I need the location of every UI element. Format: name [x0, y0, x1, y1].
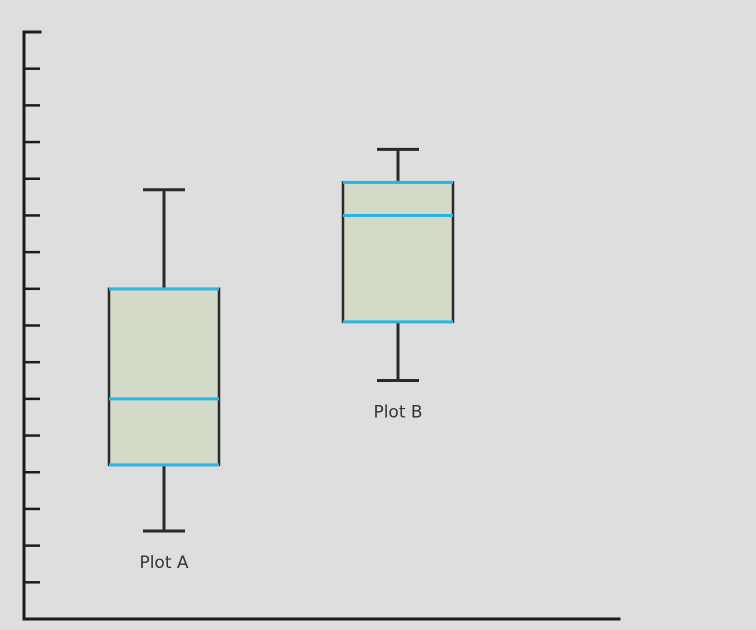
interquartile-box — [341, 181, 455, 324]
box-label: Plot B — [373, 403, 422, 423]
chart-axes — [22, 30, 621, 621]
y-axis-ticks — [24, 67, 40, 584]
box-label: Plot A — [139, 553, 188, 573]
boxes-group: Plot A Plot B — [107, 147, 455, 573]
interquartile-box — [107, 287, 221, 467]
box-plot-b: Plot B — [341, 147, 455, 423]
box-plot-a: Plot A — [107, 188, 221, 573]
